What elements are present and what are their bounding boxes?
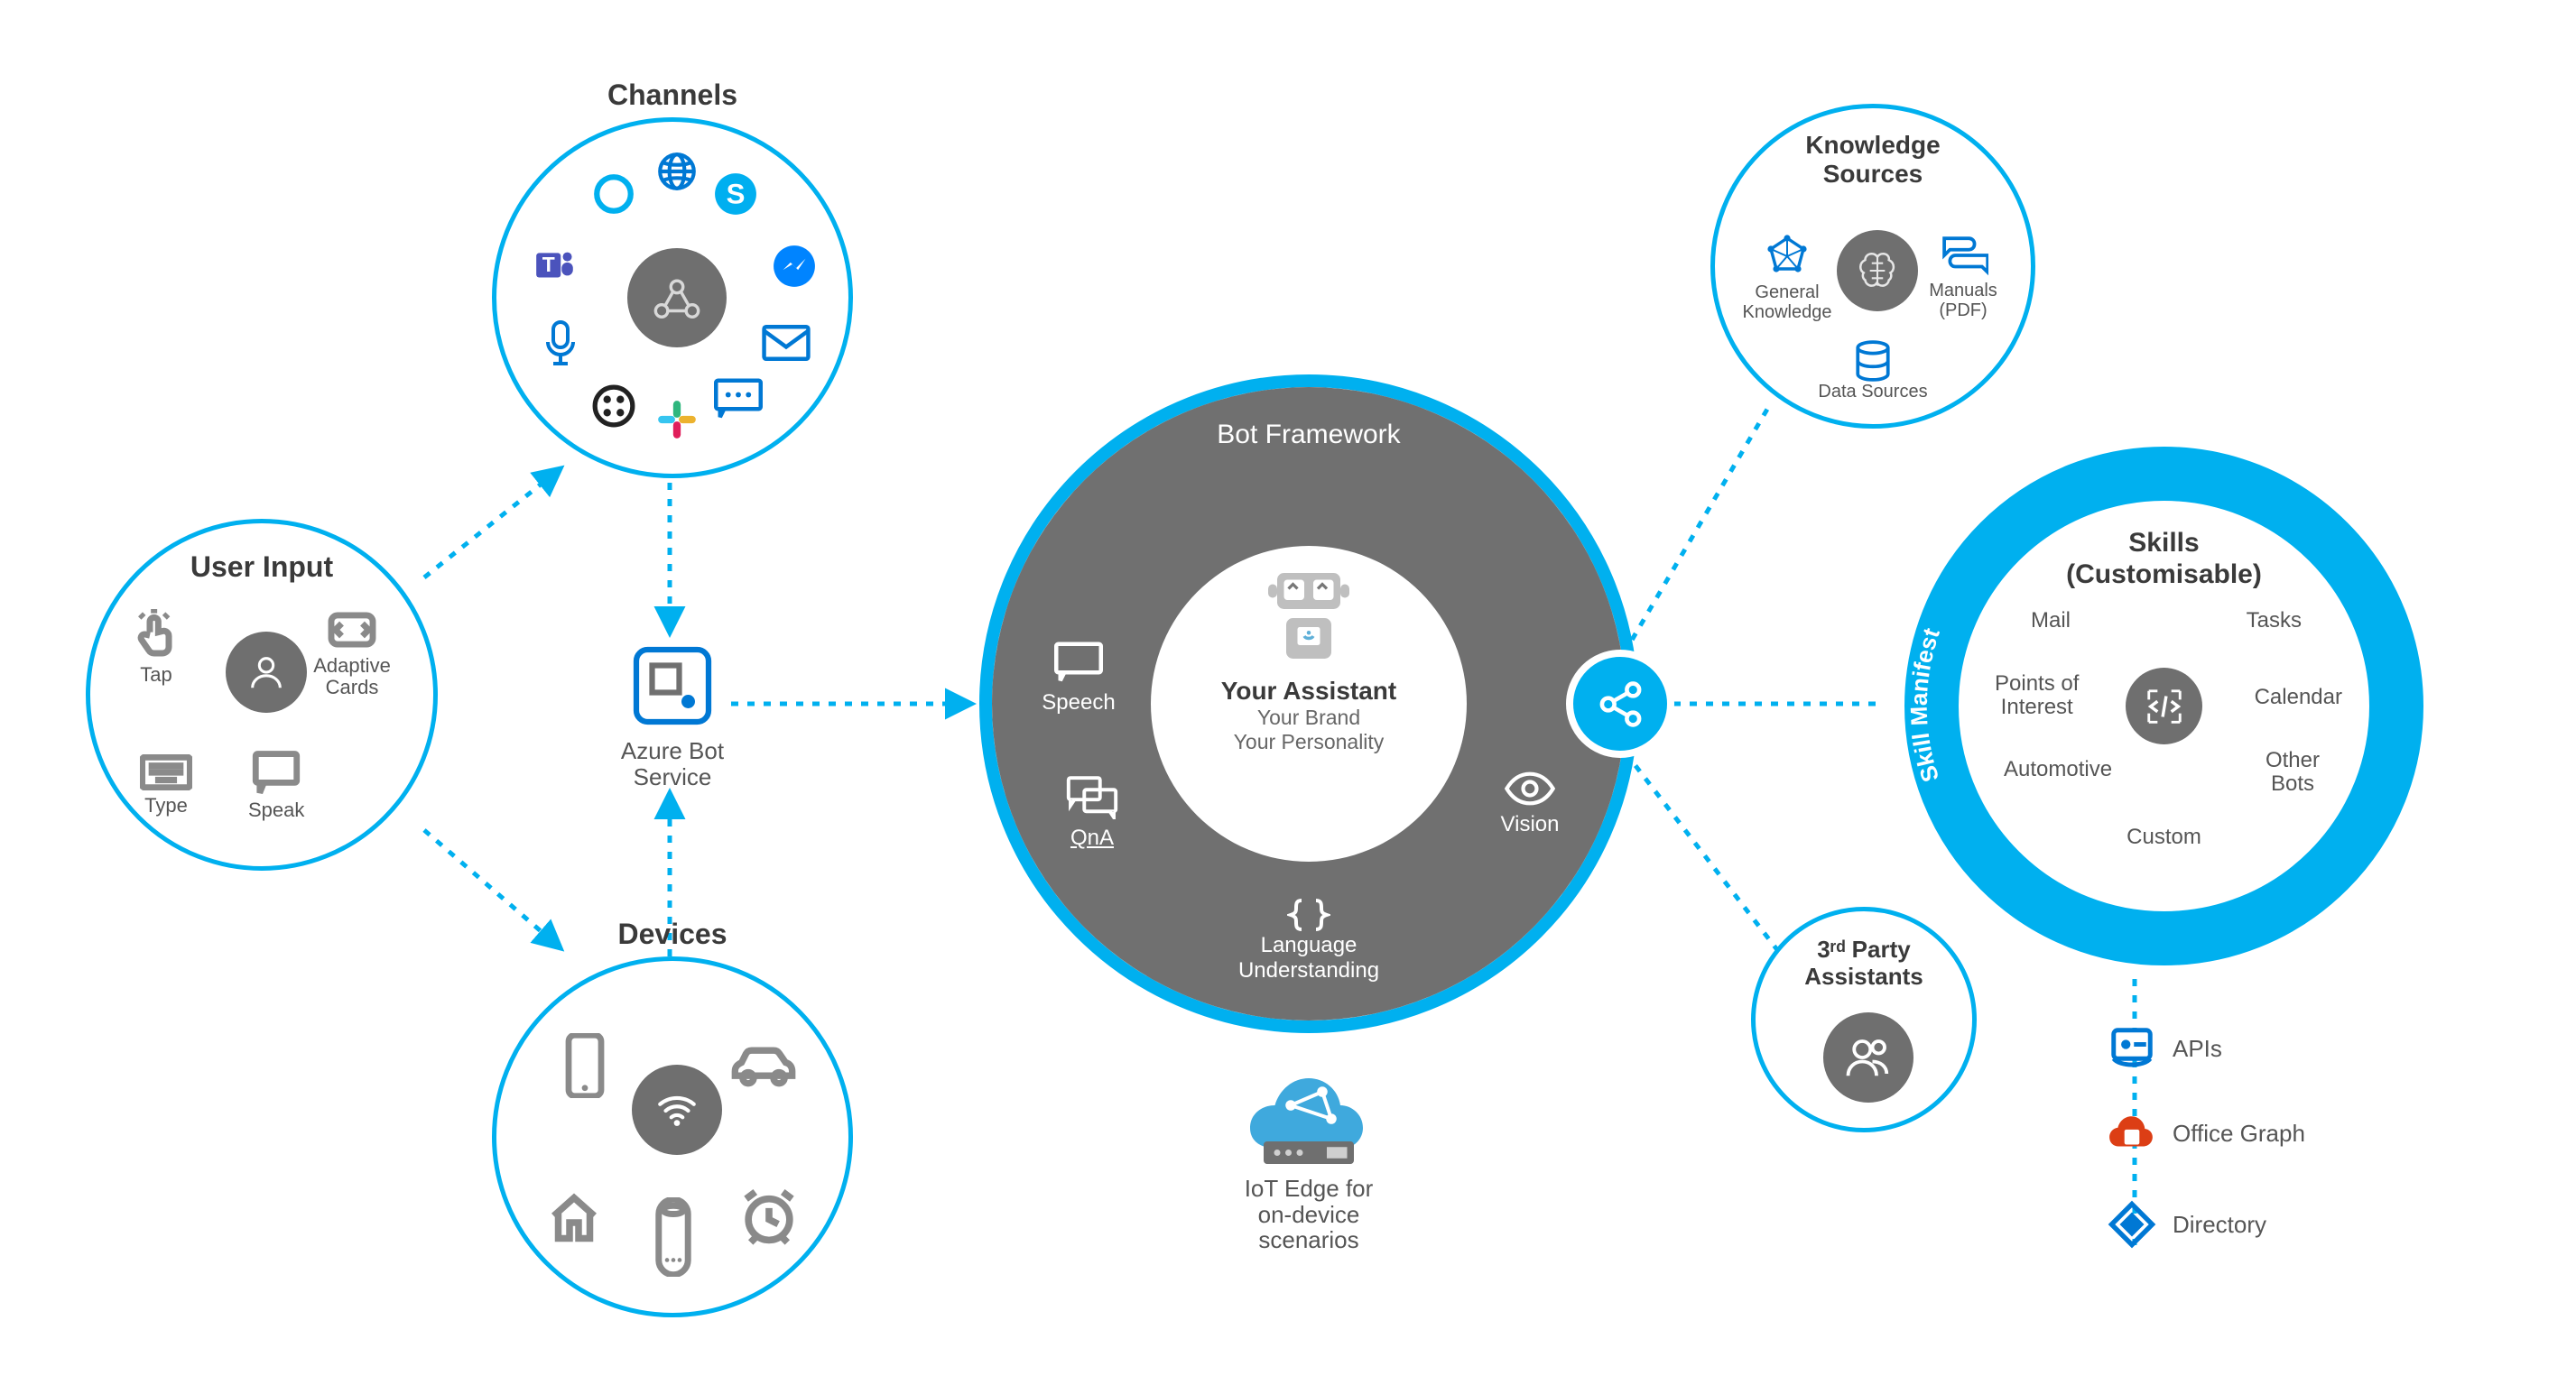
azure-bot-service-node: Azure Bot Service [614, 641, 731, 790]
skills-output-directory: Directory [2108, 1200, 2266, 1249]
eye-icon [1505, 771, 1555, 806]
chat-dots-icon [714, 378, 763, 424]
bot-framework-ring: Bot Framework Speech QnA Language Unders… [979, 374, 1638, 1033]
channels-circle: Channels S T [492, 117, 853, 478]
your-assistant-center: Your Assistant Your Brand Your Personali… [1169, 568, 1449, 754]
smart-speaker-icon [654, 1197, 692, 1281]
tap-label: Tap [131, 664, 181, 686]
devices-title: Devices [496, 918, 848, 951]
channels-title: Channels [496, 78, 848, 112]
iot-edge-label: IoT Edge for on-device scenarios [1173, 1176, 1444, 1253]
vision-label: Vision [1480, 812, 1580, 837]
general-knowledge-label: General Knowledge [1742, 282, 1832, 322]
assistant-line1: Your Assistant [1169, 677, 1449, 706]
wifi-icon [654, 1087, 700, 1132]
user-input-circle: User Input Tap Adaptive Cards Type [86, 519, 438, 871]
database-icon [1854, 340, 1892, 382]
home-icon [546, 1191, 602, 1250]
knowledge-graph-icon [1765, 235, 1809, 278]
knowledge-sources-circle: Knowledge Sources General Knowledge Manu… [1710, 104, 2035, 429]
data-sources-label: Data Sources [1715, 382, 2031, 402]
qna-icon [1066, 776, 1118, 819]
manuals-label: Manuals (PDF) [1918, 281, 2008, 320]
devices-hub-icon-badge [632, 1065, 722, 1155]
keyboard-icon [140, 754, 192, 790]
bot-framework-title: Bot Framework [979, 420, 1638, 450]
skype-icon: S [713, 171, 758, 221]
svg-text:S: S [727, 178, 746, 209]
speech-label: Speech [1024, 690, 1133, 716]
tap-icon [131, 609, 181, 660]
apis-label: APIs [2173, 1036, 2222, 1062]
svg-text:T: T [542, 253, 555, 276]
phone-icon [564, 1033, 606, 1103]
robot-icon [1255, 568, 1363, 668]
slack-icon [654, 397, 700, 447]
channels-hub-icon-badge [627, 248, 727, 347]
skill-other-bots: Other Bots [2266, 749, 2320, 797]
skill-manifest-label: Skill Manifest [1905, 624, 1945, 785]
skill-tasks: Tasks [2247, 609, 2302, 633]
web-globe-icon [654, 149, 700, 199]
share-icon [1596, 679, 1645, 729]
user-icon [246, 651, 287, 693]
azure-bot-service-label: Azure Bot Service [614, 738, 731, 790]
knowledge-brain-badge [1837, 230, 1918, 311]
skill-automotive: Automotive [2004, 758, 2112, 781]
devices-circle: Devices [492, 956, 853, 1317]
people-icon [1844, 1033, 1893, 1082]
svg-text:Skill Manifest: Skill Manifest [1905, 624, 1945, 785]
skills-title: Skills (Customisable) [1891, 528, 2437, 590]
skills-ring: Skill Manifest Skills (Customisable) Mai… [1891, 433, 2437, 979]
skills-output-office-graph: Office Graph [2108, 1114, 2305, 1152]
teams-icon: T [533, 244, 578, 293]
office-cloud-icon [2108, 1114, 2156, 1152]
assistant-line3: Your Personality [1169, 730, 1449, 754]
braces-icon [1287, 897, 1330, 933]
skill-calendar: Calendar [2255, 686, 2342, 709]
type-label: Type [140, 795, 192, 817]
lang-label: Language Understanding [979, 933, 1638, 984]
code-expand-icon [2144, 686, 2185, 727]
directory-label: Directory [2173, 1212, 2266, 1238]
email-icon [762, 325, 811, 365]
speech-bubble-icon [1054, 641, 1103, 684]
share-node [1566, 650, 1674, 758]
skill-poi: Points of Interest [1995, 672, 2079, 720]
user-input-title: User Input [90, 550, 433, 584]
messenger-icon [772, 244, 817, 293]
user-icon-badge [226, 632, 307, 713]
iot-edge-block: IoT Edge for on-device scenarios [1173, 1060, 1444, 1253]
assistant-line2: Your Brand [1169, 706, 1449, 730]
api-icon [2108, 1024, 2156, 1073]
adaptive-cards-label: Adaptive Cards [302, 655, 402, 698]
hub-network-icon [651, 272, 703, 324]
skill-custom: Custom [1891, 826, 2437, 849]
cortana-icon [591, 171, 636, 221]
brain-icon [1855, 248, 1900, 293]
azure-bot-service-icon [627, 641, 718, 731]
speak-icon [250, 750, 302, 795]
directory-diamond-icon [2108, 1200, 2156, 1249]
car-icon [728, 1042, 799, 1092]
iot-edge-icon [1241, 1060, 1376, 1168]
knowledge-title: Knowledge Sources [1715, 131, 2031, 189]
skill-mail: Mail [2031, 609, 2071, 633]
qna-label: QnA [1042, 826, 1142, 851]
adaptive-cards-icon [327, 609, 377, 651]
office-graph-label: Office Graph [2173, 1121, 2305, 1147]
speak-label: Speak [248, 799, 304, 821]
alarm-clock-icon [739, 1189, 799, 1250]
twilio-icon [591, 383, 636, 433]
manuals-chat-icon [1938, 235, 1988, 276]
skills-output-apis: APIs [2108, 1024, 2222, 1073]
third-party-badge [1823, 1012, 1913, 1103]
skills-code-badge [2126, 668, 2202, 744]
mic-voice-icon [542, 320, 579, 372]
